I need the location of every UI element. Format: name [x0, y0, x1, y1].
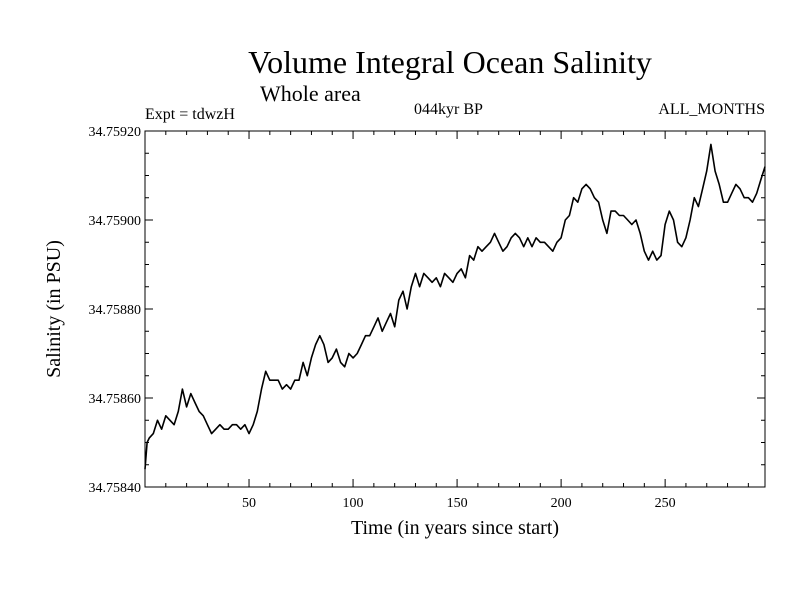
y-tick-label: 34.75860: [89, 392, 142, 407]
y-tick-label: 34.75920: [89, 125, 142, 140]
y-tick-label: 34.75840: [89, 481, 142, 496]
salinity-series-line: [144, 143, 766, 470]
chart-subtitle: Whole area: [260, 81, 361, 106]
x-tick-label: 50: [242, 496, 256, 511]
y-axis-title: Salinity (in PSU): [43, 240, 65, 378]
chart-title: Volume Integral Ocean Salinity: [248, 44, 652, 80]
plot-frame: [144, 130, 766, 488]
x-tick-label: 250: [655, 496, 676, 511]
y-tick-label: 34.75900: [89, 214, 142, 229]
experiment-label: Expt = tdwzH: [145, 106, 235, 123]
months-label: ALL_MONTHS: [658, 101, 765, 118]
period-label: 044kyr BP: [414, 101, 483, 118]
y-tick-label: 34.75880: [89, 303, 142, 318]
x-axis-title: Time (in years since start): [351, 517, 559, 539]
x-tick-label: 100: [343, 496, 364, 511]
x-tick-label: 200: [551, 496, 572, 511]
x-tick-label: 150: [447, 496, 468, 511]
